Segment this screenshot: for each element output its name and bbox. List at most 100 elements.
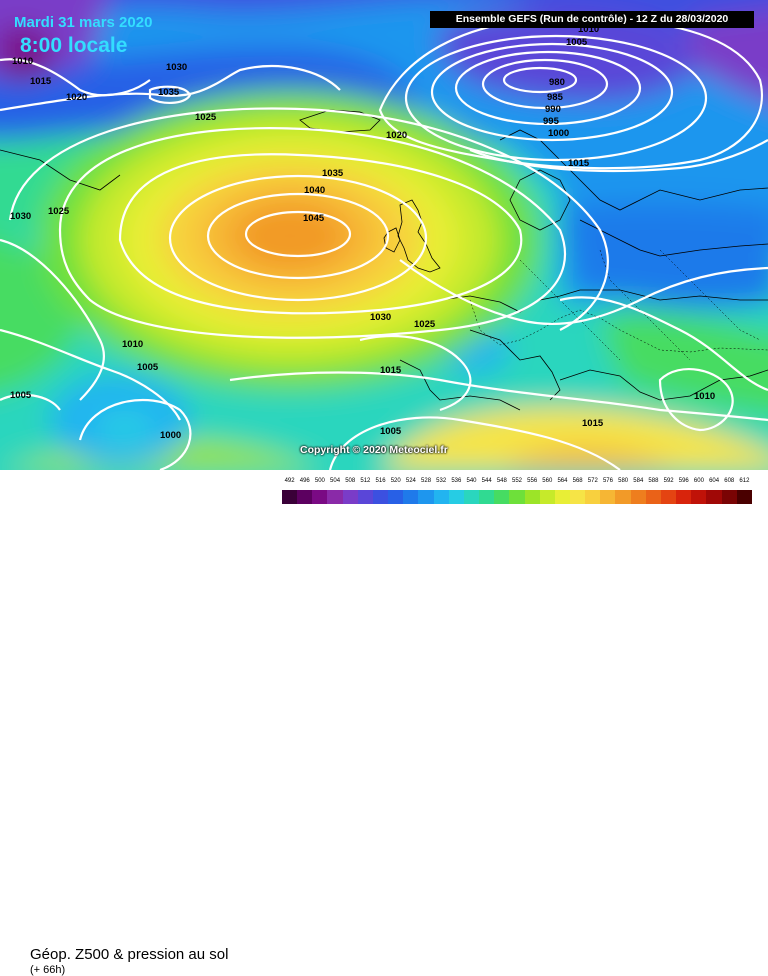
colorscale-tick-label: 584 — [633, 478, 644, 484]
colorscale-tick-label: 572 — [587, 478, 598, 484]
geopotential-map: 1010 1015 1020 1030 1035 1025 1010 1005 … — [0, 0, 768, 470]
colorscale-swatch — [282, 490, 298, 504]
colorscale-swatch — [736, 490, 752, 504]
pressure-label: 980 — [549, 77, 565, 88]
colorscale-swatch — [615, 490, 631, 504]
pressure-label: 1015 — [30, 76, 52, 87]
lead-time-label: (+ 66h) — [30, 964, 66, 976]
colorscale-swatch — [676, 490, 692, 504]
colorscale-tick-label: 496 — [299, 478, 310, 484]
colorscale-swatch — [706, 490, 722, 504]
colorscale-swatch — [585, 490, 601, 504]
colorscale-tick-label: 612 — [739, 478, 750, 484]
pressure-label: 990 — [545, 104, 561, 115]
colorscale-tick-label: 532 — [436, 478, 447, 484]
colorscale-tick-label: 604 — [709, 478, 720, 484]
isobars — [0, 16, 768, 470]
colorscale-tick-label: 564 — [557, 478, 568, 484]
parameter-label: Géop. Z500 & pression au sol — [30, 946, 229, 963]
pressure-label: 1010 — [694, 391, 715, 402]
colorscale-tick-label: 608 — [724, 478, 735, 484]
colorscale-tick-label: 512 — [360, 478, 371, 484]
pressure-label: 995 — [543, 116, 560, 127]
pressure-label: 1010 — [122, 339, 143, 350]
colorscale-swatch — [494, 490, 510, 504]
colorscale-swatch — [691, 490, 707, 504]
z500-color-field — [0, 0, 768, 470]
pressure-label: 985 — [547, 92, 564, 103]
pressure-label: 1000 — [160, 430, 181, 441]
colorscale-tick-label: 556 — [527, 478, 538, 484]
colorscale-tick-label: 536 — [451, 478, 462, 484]
pressure-label: 1020 — [66, 92, 87, 103]
pressure-label: 1005 — [137, 362, 159, 373]
pressure-labels: 1010 1015 1020 1030 1035 1025 1010 1005 … — [10, 24, 715, 441]
colorscale-swatch — [600, 490, 616, 504]
colorscale-tick-label: 600 — [693, 478, 704, 484]
pressure-label: 1020 — [386, 130, 407, 141]
colorscale-swatch — [312, 490, 328, 504]
colorscale-swatch — [721, 490, 737, 504]
colorscale-bar — [282, 490, 752, 504]
colorscale-swatch — [448, 490, 464, 504]
pressure-label: 1035 — [322, 168, 344, 179]
colorscale-swatch — [463, 490, 480, 504]
colorscale-tick-label: 504 — [330, 478, 341, 484]
colorscale-swatch — [297, 490, 313, 504]
colorscale-swatch — [388, 490, 404, 504]
pressure-label: 1040 — [304, 185, 325, 196]
colorscale-swatch — [327, 490, 343, 504]
pressure-label: 1000 — [548, 128, 569, 139]
pressure-label: 1010 — [12, 56, 33, 67]
colorscale-tick-label: 568 — [572, 478, 583, 484]
forecast-date: Mardi 31 mars 2020 — [14, 14, 153, 31]
pressure-label: 1005 — [10, 390, 32, 401]
colorscale-swatch — [372, 490, 389, 504]
colorscale-tick-label: 560 — [542, 478, 553, 484]
colorscale-swatch — [342, 490, 358, 504]
pressure-label: 1015 — [582, 418, 604, 429]
colorscale-tick-label: 552 — [511, 478, 523, 484]
colorscale-tick-label: 596 — [678, 478, 689, 484]
forecast-time: 8:00 locale — [20, 34, 128, 57]
colorscale-swatch — [479, 490, 495, 504]
pressure-label: 1030 — [10, 211, 31, 222]
colorscale-swatch — [403, 490, 419, 504]
borders — [469, 249, 768, 361]
colorscale-swatch — [433, 490, 449, 504]
colorscale-tick-label: 544 — [481, 478, 492, 484]
colorscale-swatch — [509, 490, 525, 504]
colorscale-tick-label: 520 — [390, 478, 401, 484]
colorscale-swatch — [418, 490, 434, 504]
pressure-label: 1030 — [370, 312, 391, 323]
pressure-label: 1010 — [578, 24, 599, 35]
pressure-label: 1005 — [380, 426, 402, 437]
copyright-notice: Copyright © 2020 Meteociel.fr — [300, 444, 448, 456]
colorscale-swatch — [630, 490, 646, 504]
pressure-label: 1015 — [380, 365, 402, 376]
colorscale-swatch — [554, 490, 570, 504]
model-run-info: Ensemble GEFS (Run de contrôle) - 12 Z d… — [430, 11, 754, 28]
colorscale-swatch — [357, 490, 373, 504]
colorscale-tick-label: 516 — [375, 478, 386, 484]
pressure-label: 1035 — [158, 87, 180, 98]
colorscale-tick-label: 540 — [466, 478, 477, 484]
colorscale-labels: 492 496 500 504 508 512 516 520 524 528 532 536 540 5… — [282, 478, 752, 488]
colorscale-tick-label: 580 — [618, 478, 629, 484]
pressure-label: 1015 — [568, 158, 590, 169]
colorscale-tick-label: 592 — [663, 478, 674, 484]
pressure-label: 1045 — [303, 213, 325, 224]
colorscale-tick-label: 588 — [648, 478, 659, 484]
colorscale-tick-label: 576 — [602, 478, 613, 484]
pressure-label: 1025 — [48, 206, 70, 217]
colorscale-tick-label: 548 — [496, 478, 507, 484]
colorscale-tick-label: 500 — [314, 478, 325, 484]
colorscale-swatch — [660, 490, 677, 504]
colorscale-tick-label: 524 — [405, 478, 416, 484]
pressure-label: 1005 — [566, 37, 588, 48]
colorscale-tick-label: 508 — [345, 478, 356, 484]
colorscale-swatch — [645, 490, 661, 504]
colorscale-swatch — [539, 490, 555, 504]
colorscale-swatch — [569, 490, 586, 504]
